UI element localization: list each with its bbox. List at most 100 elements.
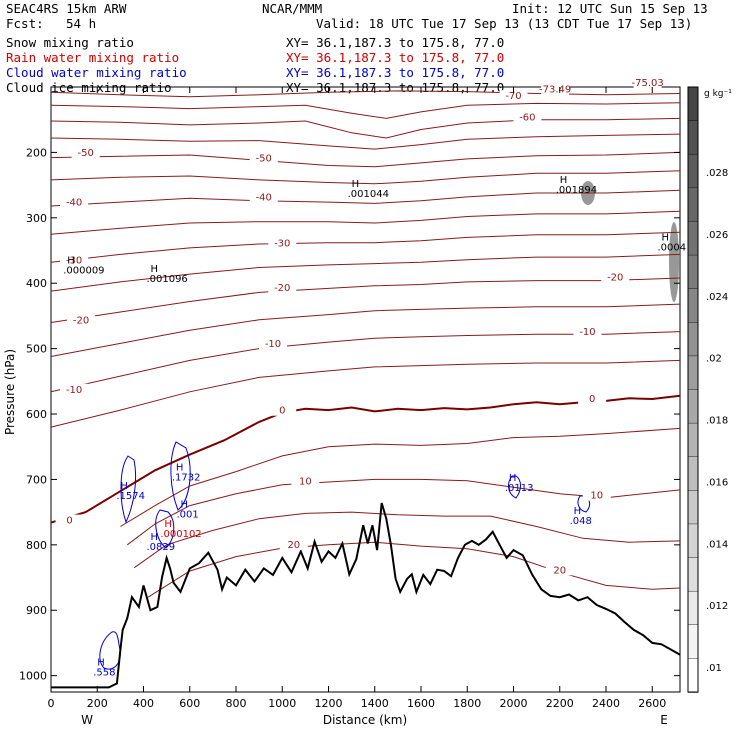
maximum-marker: H (509, 473, 517, 484)
colorbar-label: .014 (706, 539, 728, 550)
isotherm-label-bg (513, 111, 542, 123)
isotherm-label: 20 (287, 540, 300, 551)
isotherm--30 (50, 231, 681, 263)
x-tick-label: 2600 (638, 697, 666, 710)
y-tick-label: 800 (26, 539, 47, 552)
isotherm-label: -20 (274, 283, 290, 294)
isotherm-label: -10 (579, 327, 595, 338)
colorbar-cell (687, 120, 699, 155)
legend-xy-2: XY= 36.1,187.3 to 175.8, 77.0 (286, 65, 504, 80)
isotherm-label: -10 (265, 339, 281, 350)
colorbar-cell (687, 523, 699, 559)
maximum-marker: H (574, 506, 582, 517)
isotherm-label-bg (268, 237, 297, 249)
legend-label-1: Rain water mixing ratio (6, 50, 179, 65)
colorbar-cell (687, 154, 699, 189)
colorbar: .028 .026 .024 .02 .018 .016 .014 .012 .01 g kg⁻¹ (687, 86, 732, 693)
east-label: E (660, 713, 668, 727)
x-tick-label: 1800 (453, 697, 481, 710)
maximum-value: .0004 (658, 243, 687, 254)
x-tick-label: 0 (48, 697, 55, 710)
colorbar-label: .02 (706, 354, 722, 365)
colorbar-label: .024 (706, 292, 728, 303)
colorbar-cell (687, 86, 699, 122)
colorbar-label: .016 (706, 477, 728, 488)
isotherm-label-bg (249, 191, 278, 203)
isotherm-label-bg (259, 338, 287, 350)
isotherm--25 (50, 253, 681, 292)
y-axis-label: Pressure (hPa) (3, 349, 17, 435)
isotherm--10 (50, 331, 681, 393)
isotherm-label-bg (60, 254, 89, 266)
maximum-marker: H (352, 179, 360, 190)
isotherm-0 (50, 394, 681, 524)
y-tick-label: 400 (26, 277, 47, 290)
colorbar-label: .018 (706, 416, 728, 427)
x-tick-label: 2400 (592, 697, 620, 710)
isotherm-label: -10 (66, 385, 82, 396)
cloud-contour-2 (120, 455, 137, 524)
isotherm--20 (50, 277, 681, 323)
isotherm-label-bg (60, 196, 89, 208)
x-tick-label: 600 (179, 697, 200, 710)
cloud-contour-5 (508, 475, 521, 499)
legend-label-2: Cloud water mixing ratio (6, 65, 187, 80)
maximum-marker: H (120, 481, 128, 492)
isotherm-label-bg (499, 90, 528, 102)
isotherm-label-bg (573, 326, 602, 338)
isotherm-label: -30 (66, 255, 82, 266)
isotherm--65 (50, 102, 681, 119)
legend: Snow mixing ratio XY= 36.1,187.3 to 175.8… (6, 35, 504, 95)
isotherm-label-bg (291, 475, 320, 487)
isotherm--55 (50, 133, 681, 150)
isotherm-label: -50 (256, 153, 272, 164)
isotherm-label-bg (633, 77, 662, 89)
legend-label-0: Snow mixing ratio (6, 35, 134, 50)
isotherm-label-bg (601, 271, 630, 283)
colorbar-cell (687, 624, 699, 660)
x-axis-label: Distance (km) (323, 713, 407, 727)
y-tick-label: 300 (26, 212, 47, 225)
isotherm-15 (134, 511, 681, 569)
x-tick-label: 1000 (268, 697, 296, 710)
isotherm--50 (50, 151, 681, 168)
plot-frame (50, 86, 681, 693)
maximum-marker: H (67, 255, 75, 266)
colorbar-cell (687, 422, 699, 458)
legend-xy-1: XY= 36.1,187.3 to 175.8, 77.0 (286, 50, 504, 65)
maximum-value: .048 (570, 516, 592, 527)
init-time: Init: 12 UTC Sun 15 Sep 13 (512, 1, 708, 16)
colorbar-cell (687, 490, 699, 525)
isotherm-label-bg (545, 564, 574, 576)
x-tick-label: 1400 (361, 697, 389, 710)
colorbar-label: .028 (706, 168, 728, 179)
maximum-marker: H (150, 532, 158, 543)
y-tick-label: 500 (26, 343, 47, 356)
isotherm-label-bg (55, 514, 84, 526)
maximum-marker: H (181, 499, 189, 510)
maximum-value: .001096 (146, 274, 187, 285)
org-title: NCAR/MMM (262, 1, 322, 16)
isotherm-label: 0 (589, 394, 595, 405)
isotherm-label: -75.03 (632, 78, 664, 89)
isotherm-label-bg (67, 314, 96, 326)
model-title: SEAC4RS 15km ARW (6, 1, 127, 16)
y-tick-label: 900 (26, 604, 47, 617)
x-tick-label: 2200 (546, 697, 574, 710)
terrain (51, 502, 681, 689)
isotherm--45 (50, 170, 681, 185)
axes: 0 200 400 600 800 1000 1200 1400 1600 1800 2000 220… (19, 87, 680, 710)
maximum-value: .001894 (556, 185, 597, 196)
x-tick-label: 1200 (315, 697, 343, 710)
maximum-value: .558 (93, 668, 115, 679)
isotherm-label-bg (249, 152, 278, 164)
colorbar-label: .01 (706, 663, 722, 674)
colorbar-label: .012 (706, 601, 728, 612)
west-label: W (81, 713, 93, 727)
isotherm-labels: -70 -73.49 -75.03 -60 -50 -50 -40 -40 -30 -30 -20 -… (55, 77, 664, 576)
isotherm-label-bg (71, 147, 100, 159)
x-tick-label: 200 (87, 697, 108, 710)
isotherm--70 (50, 90, 681, 98)
isotherm-20 (147, 541, 681, 598)
colorbar-cell (687, 187, 699, 223)
